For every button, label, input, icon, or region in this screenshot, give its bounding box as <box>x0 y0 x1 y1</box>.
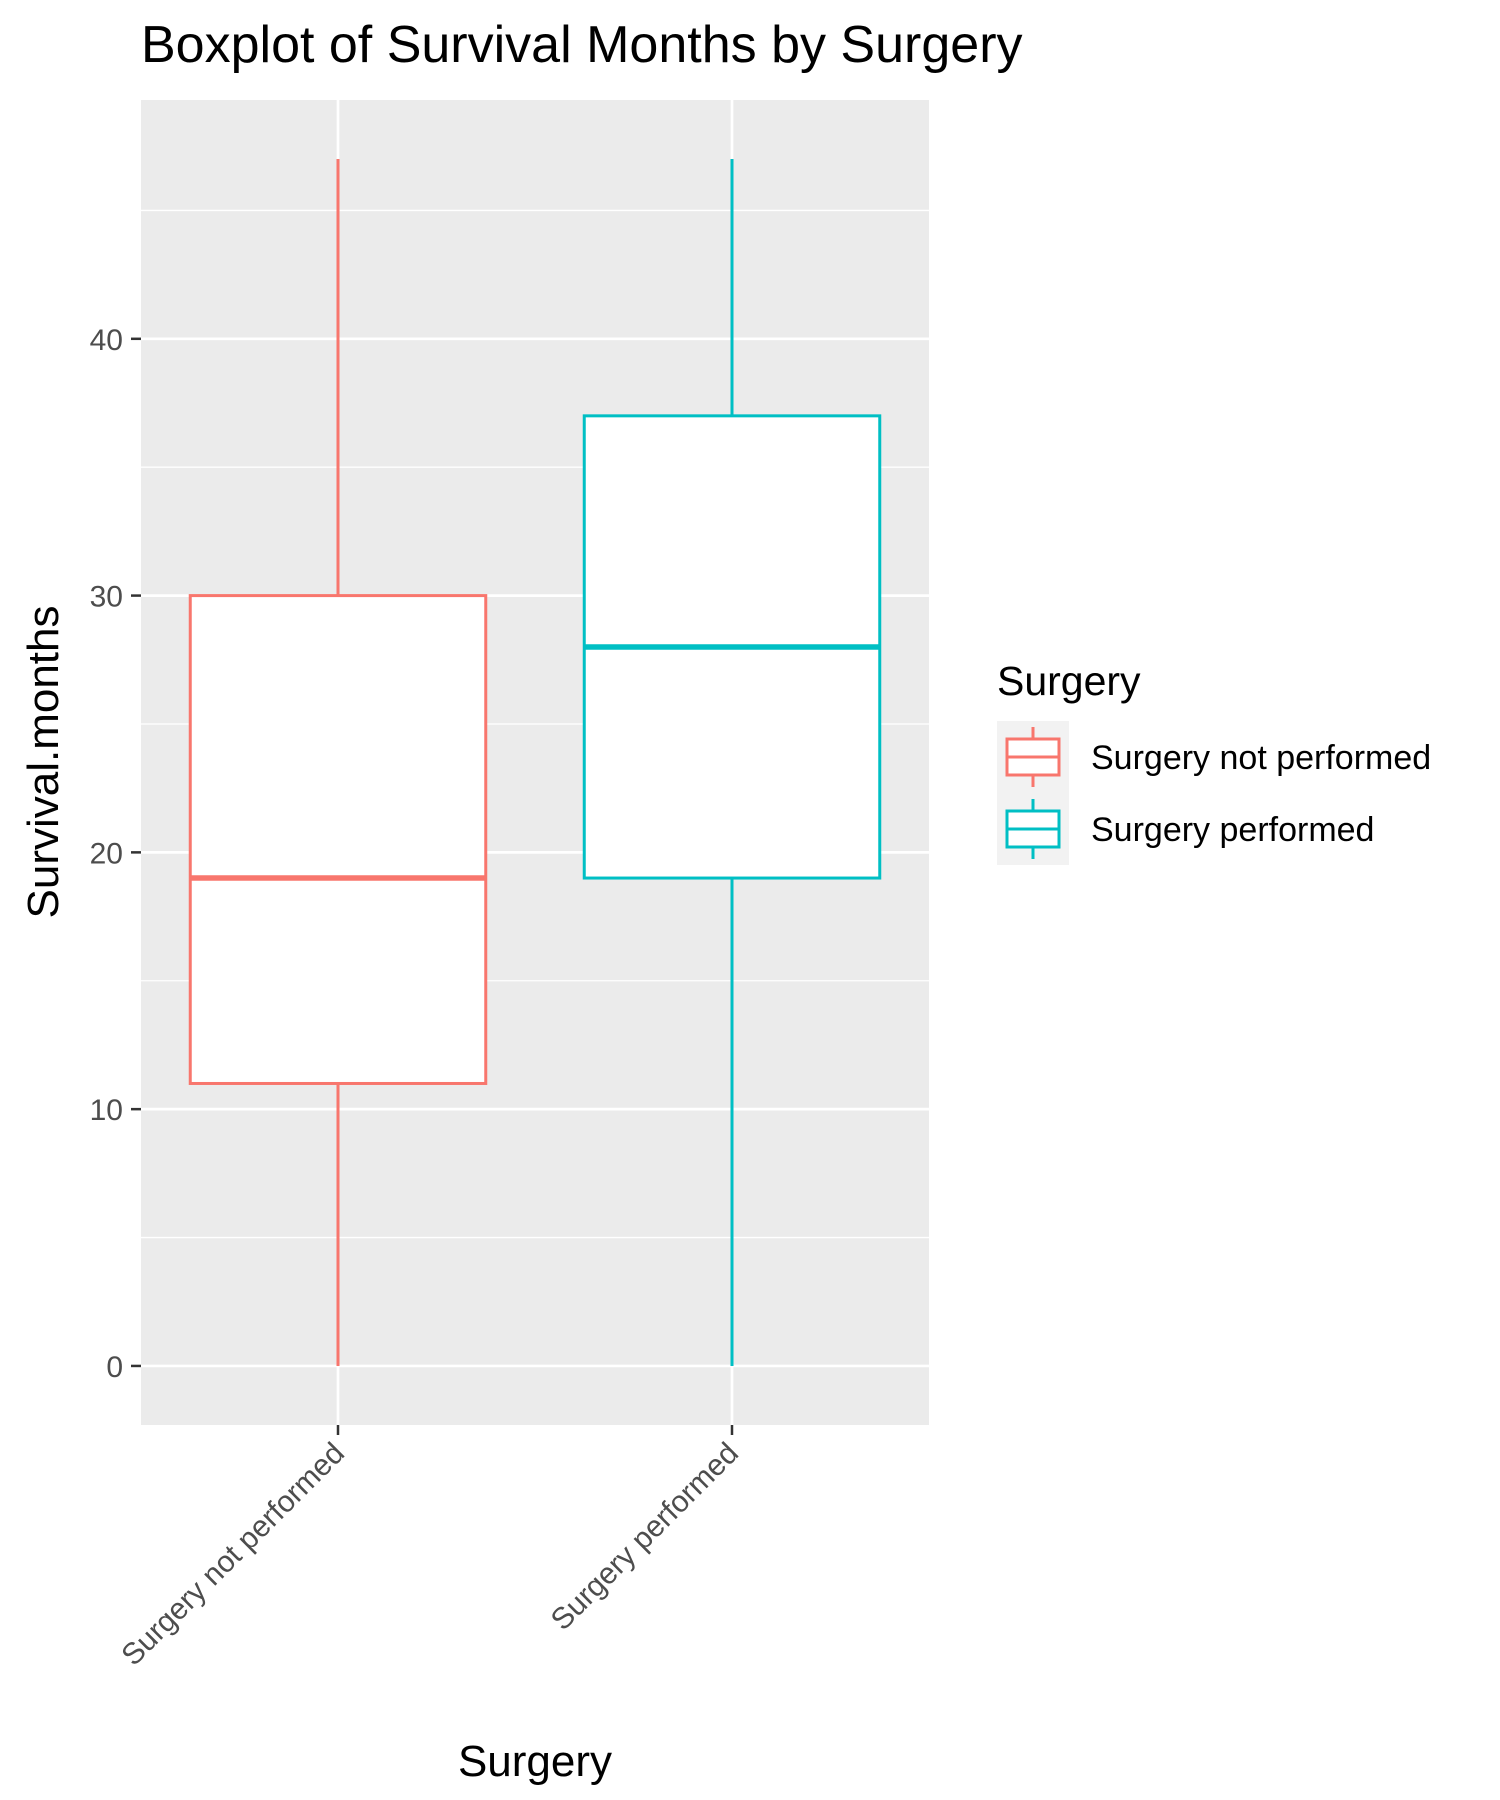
y-tick-label: 20 <box>90 837 123 870</box>
y-tick-label: 10 <box>90 1094 123 1127</box>
legend-label: Surgery performed <box>1091 811 1374 849</box>
x-axis-title: Surgery <box>458 1737 612 1786</box>
x-tick-label: Surgery performed <box>545 1437 745 1637</box>
legend-item-1: Surgery performed <box>997 793 1374 865</box>
box-iqr <box>188 594 488 1085</box>
box-series <box>188 159 882 1366</box>
legend-label: Surgery not performed <box>1091 739 1431 777</box>
x-tick-label: Surgery not performed <box>115 1437 351 1673</box>
y-axis: 0 10 20 30 40 <box>90 324 141 1384</box>
x-axis: Surgery not performed Surgery performed <box>115 1425 745 1672</box>
y-tick-label: 0 <box>106 1351 123 1384</box>
box-1 <box>582 159 882 1366</box>
legend: Surgery Surgery not performed Surgery per… <box>997 658 1431 865</box>
y-tick-label: 30 <box>90 581 123 614</box>
legend-item-0: Surgery not performed <box>997 721 1431 793</box>
y-tick-label: 40 <box>90 324 123 357</box>
box-0 <box>188 159 488 1366</box>
chart-title: Boxplot of Survival Months by Surgery <box>141 16 1023 74</box>
legend-title: Surgery <box>997 658 1141 704</box>
y-axis-title: Survival.months <box>19 605 68 918</box>
